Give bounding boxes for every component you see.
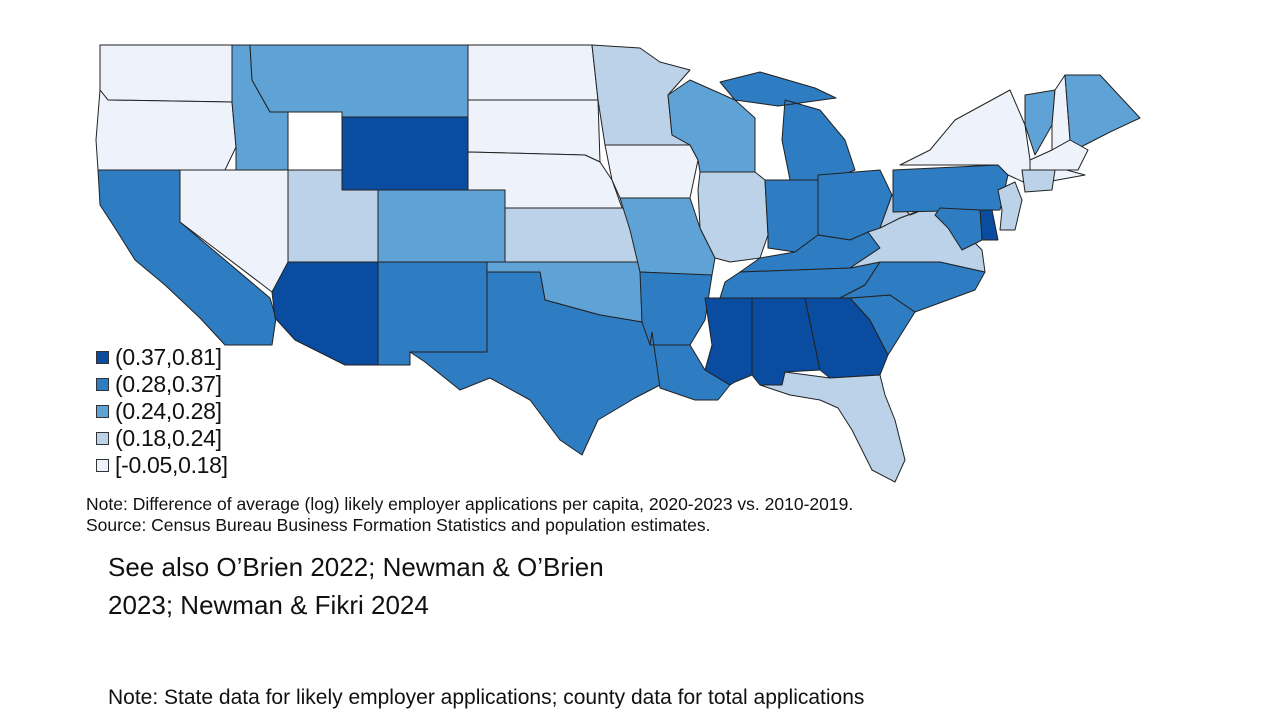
state-ms [704, 297, 753, 386]
state-nc [839, 261, 986, 313]
state-me [1064, 74, 1141, 151]
legend-swatch [96, 459, 109, 472]
state-ia [604, 144, 699, 199]
see-also-line-2: 2023; Newman & Fikri 2024 [108, 590, 429, 620]
legend-label: (0.18,0.24] [115, 425, 222, 451]
legend-swatch [96, 378, 109, 391]
legend-item: (0.37,0.81] [96, 344, 228, 371]
state-az [271, 261, 379, 366]
legend-label: (0.37,0.81] [115, 344, 222, 370]
map-legend: (0.37,0.81] (0.28,0.37] (0.24,0.28] (0.18,0… [96, 344, 228, 479]
legend-label: (0.24,0.28] [115, 398, 222, 424]
state-ks [504, 207, 641, 263]
legend-item: (0.24,0.28] [96, 398, 228, 425]
note-source: Source: Census Bureau Business Formation… [86, 515, 711, 535]
legend-item: (0.18,0.24] [96, 425, 228, 452]
legend-swatch [96, 432, 109, 445]
note-definition: Note: Difference of average (log) likely… [86, 494, 854, 514]
state-ct [1021, 169, 1056, 193]
state-nm [377, 261, 488, 366]
state-pa [892, 164, 1009, 213]
legend-label: (0.28,0.37] [115, 371, 222, 397]
state-ar [639, 271, 713, 346]
legend-swatch [96, 405, 109, 418]
legend-swatch [96, 351, 109, 364]
legend-label: [-0.05,0.18] [115, 452, 228, 478]
us-state-map [95, 44, 1141, 483]
legend-item: [-0.05,0.18] [96, 452, 228, 479]
state-il [697, 171, 769, 263]
state-tx [409, 271, 661, 456]
legend-item: (0.28,0.37] [96, 371, 228, 398]
state-la [649, 331, 731, 401]
state-co [377, 189, 506, 263]
state-wy [341, 116, 469, 191]
state-nj [997, 181, 1023, 231]
state-nd [467, 44, 599, 101]
state-wa [99, 44, 233, 103]
state-de [979, 209, 999, 241]
state-or [95, 89, 237, 171]
bottom-note: Note: State data for likely employer app… [108, 686, 865, 709]
state-vt [1024, 89, 1056, 156]
see-also-references: See also O’Brien 2022; Newman & O’Brien … [108, 548, 604, 624]
see-also-line-1: See also O’Brien 2022; Newman & O’Brien [108, 552, 604, 582]
state-fl [759, 371, 906, 483]
state-md [934, 207, 983, 251]
state-mt [249, 44, 469, 118]
